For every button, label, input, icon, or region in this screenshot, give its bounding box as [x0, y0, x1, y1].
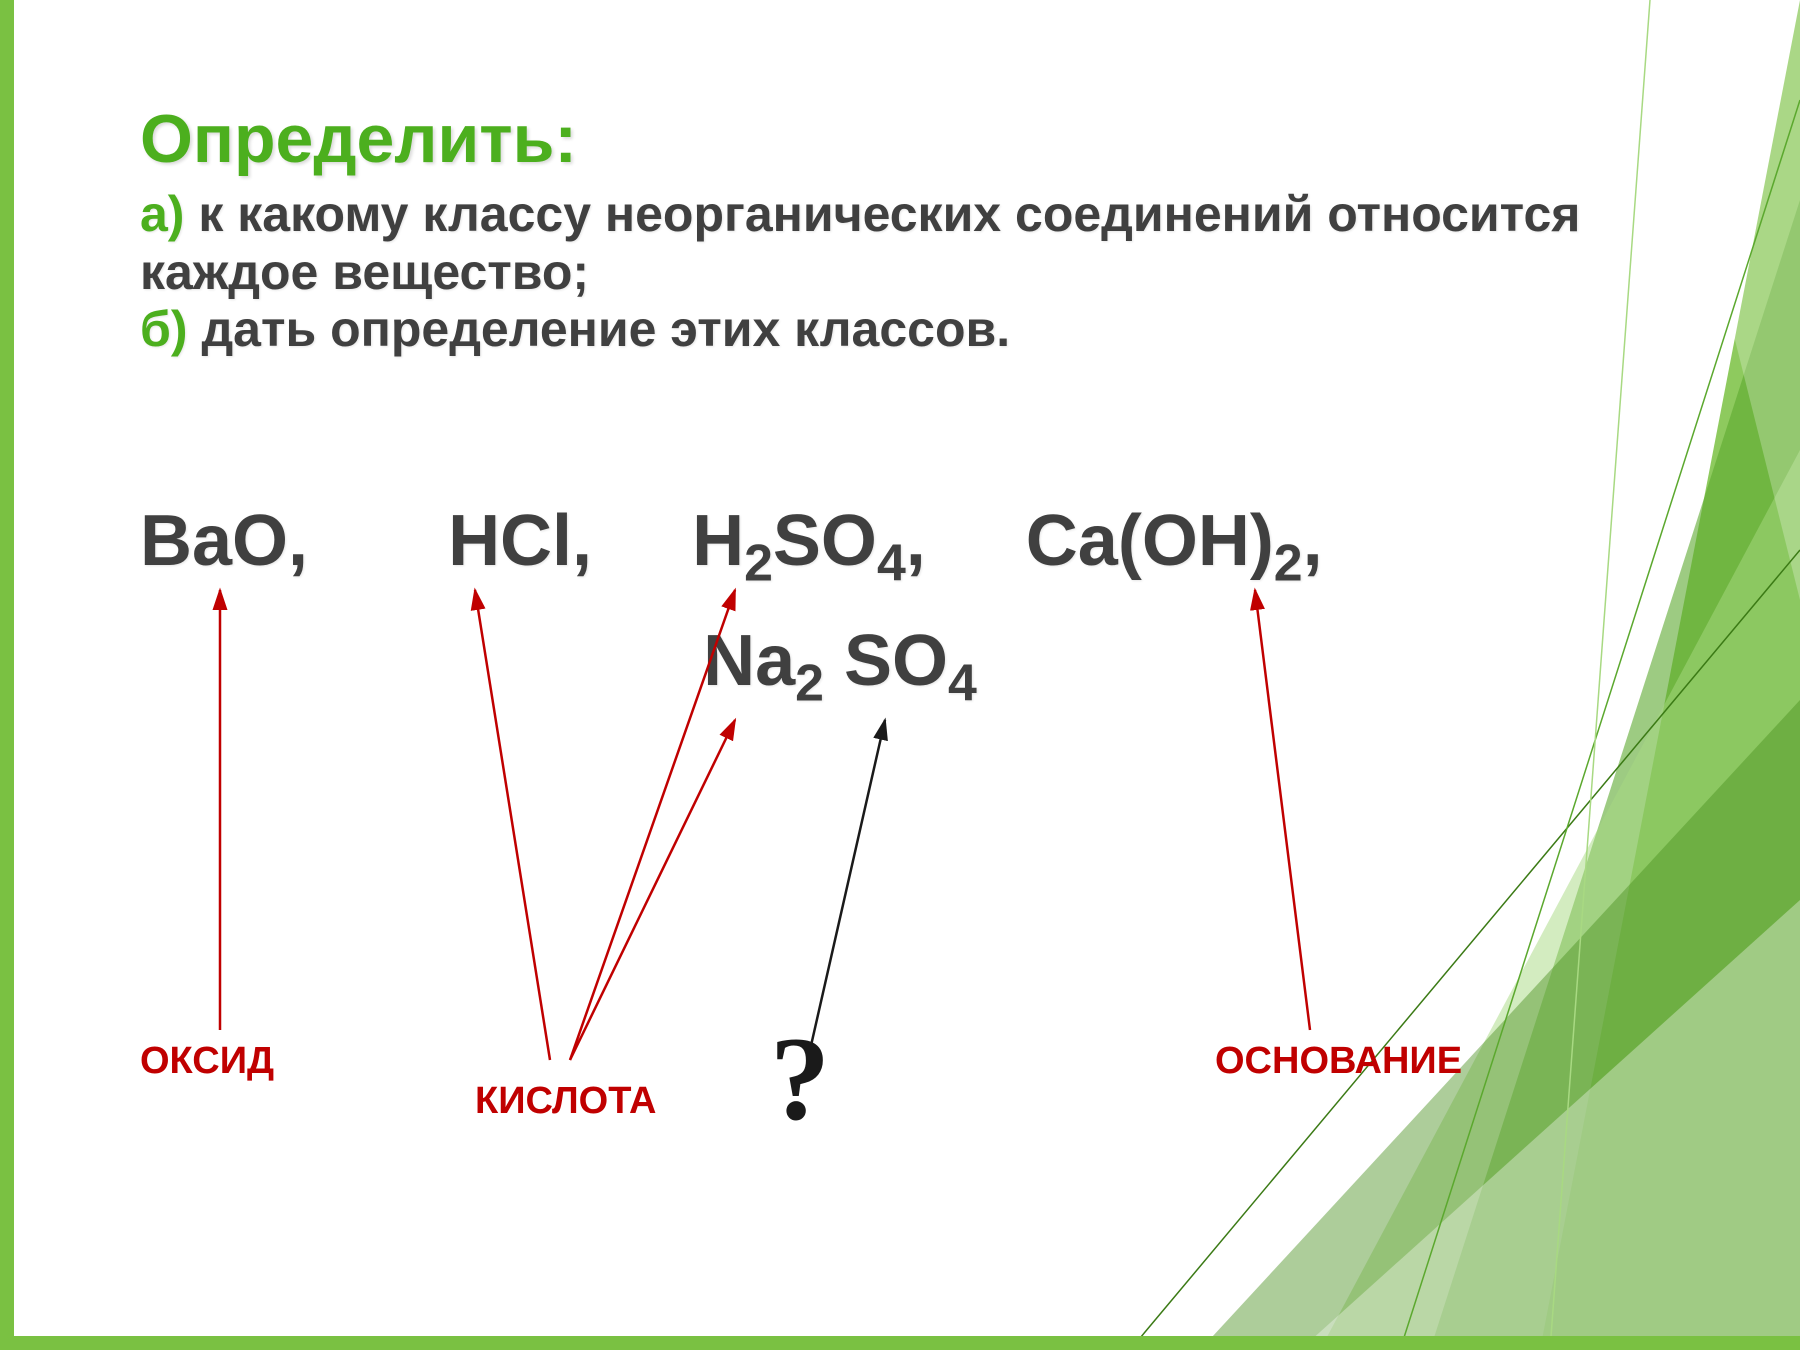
formulas-row-2: Na2 SO4 — [140, 620, 1540, 702]
marker-b: б) — [140, 301, 188, 357]
formula-hcl: HCl, — [448, 500, 592, 582]
subtitle-a-text: к какому классу неорганических соединени… — [140, 186, 1580, 300]
formula-caoh2: Ca(OH)2, — [1026, 500, 1323, 582]
slide-container: Определить: а) к какому классу неорганич… — [0, 0, 1800, 1350]
formula-bao: BaO, — [140, 500, 308, 582]
marker-a: а) — [140, 186, 184, 242]
formula-h2so4: H2SO4, — [692, 500, 926, 582]
label-oxide: ОКСИД — [140, 1040, 274, 1083]
question-mark: ? — [770, 1010, 830, 1148]
slide-title: Определить: — [140, 100, 1660, 178]
formulas-row-1: BaO, HCl, H2SO4, Ca(OH)2, — [140, 500, 1540, 582]
formula-na2so4: Na2 SO4 — [703, 620, 977, 702]
subtitle-b-text: дать определение этих классов. — [188, 301, 1011, 357]
slide-subtitle: а) к какому классу неорганических соедин… — [140, 186, 1660, 359]
label-acid: КИСЛОТА — [475, 1080, 656, 1123]
label-base: ОСНОВАНИЕ — [1215, 1040, 1462, 1083]
